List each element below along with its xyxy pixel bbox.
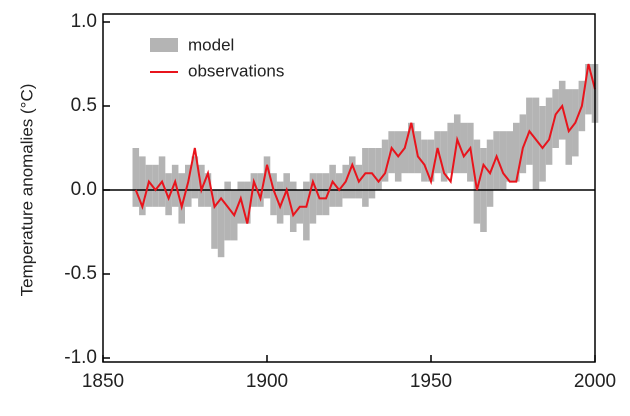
model-band	[303, 181, 310, 241]
model-band	[408, 122, 415, 174]
model-band	[499, 131, 507, 190]
model-band	[506, 131, 513, 182]
model-band	[447, 122, 454, 174]
model-band	[276, 181, 284, 224]
legend-swatch	[150, 38, 178, 52]
model-band	[440, 131, 448, 182]
y-tick-label: -1.0	[64, 347, 97, 368]
model-band	[289, 181, 297, 232]
model-band	[381, 139, 389, 182]
model-band	[539, 106, 546, 182]
y-tick-label: -0.5	[64, 263, 97, 284]
plot-frame	[102, 13, 596, 363]
model-band	[244, 181, 251, 224]
model-band	[565, 89, 573, 165]
y-axis-label: Temperature anomalies (°C)	[17, 84, 36, 297]
x-tick-label: 1850	[82, 371, 124, 392]
model-band	[165, 173, 172, 216]
legend-label: observations	[188, 61, 284, 80]
model-band	[349, 156, 356, 199]
x-tick-label: 2000	[574, 371, 616, 392]
model-band	[513, 122, 520, 182]
model-band	[178, 173, 185, 224]
model-band	[171, 164, 179, 207]
model-band	[263, 156, 271, 199]
y-tick-label: 0.5	[71, 95, 97, 116]
model-band	[362, 148, 369, 207]
y-tick-label: 0.0	[71, 179, 97, 200]
model-band	[322, 173, 330, 216]
model-band	[211, 190, 218, 249]
model-band	[427, 139, 435, 182]
model-band	[401, 131, 409, 174]
model-band	[191, 156, 199, 199]
model-band	[329, 164, 336, 207]
model-band	[493, 131, 500, 190]
model-band	[270, 173, 277, 216]
model-band	[473, 139, 481, 224]
observations-line	[134, 63, 596, 224]
model-band	[309, 173, 317, 224]
model-band	[224, 181, 231, 241]
model-band	[185, 164, 192, 207]
model-band	[545, 97, 553, 165]
model-band	[283, 173, 290, 216]
model-band	[237, 181, 245, 224]
x-tick-label: 1950	[410, 371, 452, 392]
model-band	[460, 122, 468, 174]
model-band	[375, 148, 382, 190]
model-band	[585, 64, 592, 115]
model-band	[421, 139, 428, 182]
y-tick-label: 1.0	[71, 11, 97, 32]
model-band	[152, 164, 159, 207]
model-band	[532, 97, 540, 190]
model-band	[132, 148, 140, 207]
legend-label: model	[188, 35, 234, 54]
model-band	[519, 114, 527, 174]
model-band	[316, 173, 323, 216]
model-band	[558, 80, 566, 140]
model-band	[139, 156, 146, 216]
model-band	[217, 190, 225, 258]
model-band	[552, 89, 559, 148]
model-band	[145, 164, 153, 207]
x-tick-label: 1900	[246, 371, 288, 392]
model-band	[388, 131, 395, 174]
